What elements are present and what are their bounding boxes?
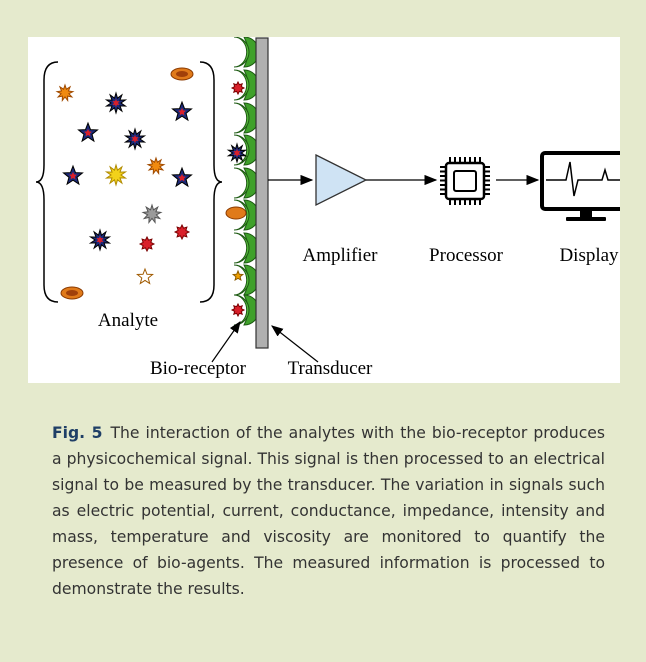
caption-text: The interaction of the analytes with the… — [52, 424, 605, 598]
bio-receptor-label: Bio-receptor — [150, 358, 247, 379]
caption-label: Fig. 5 — [52, 424, 102, 442]
page: Analyte Bio-receptor Transducer Amplifie… — [0, 0, 646, 662]
display-icon — [542, 153, 620, 221]
analyte-shape — [232, 304, 244, 316]
transducer-bar — [256, 38, 268, 348]
analyte-label: Analyte — [98, 310, 158, 331]
display-label: Display — [559, 245, 619, 266]
processor-icon — [440, 157, 490, 205]
analyte-shape — [226, 207, 246, 219]
analyte-shape — [140, 237, 154, 251]
analyte-shape — [175, 225, 189, 239]
analyte-shape — [176, 71, 188, 77]
figure-bg — [28, 37, 620, 383]
amplifier-label: Amplifier — [303, 245, 379, 266]
transducer-label: Transducer — [288, 358, 373, 379]
processor-label: Processor — [429, 245, 504, 266]
analyte-shape — [232, 82, 244, 94]
figure: Analyte Bio-receptor Transducer Amplifie… — [28, 37, 620, 383]
analyte-shape — [66, 290, 78, 296]
